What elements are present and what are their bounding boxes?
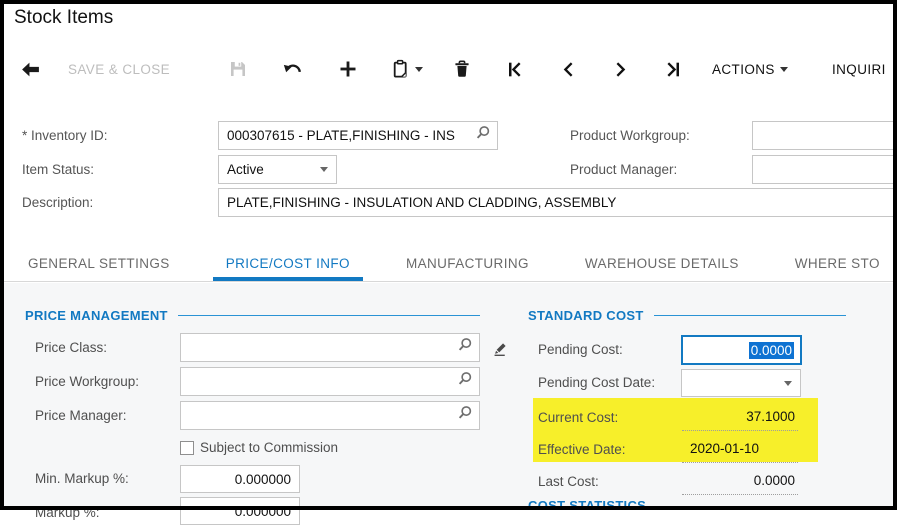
subject-to-commission-label: Subject to Commission — [200, 440, 339, 455]
product-manager-input[interactable] — [753, 156, 896, 183]
next-record-button[interactable] — [610, 48, 631, 90]
chevron-left-icon — [558, 59, 579, 80]
price-manager-field[interactable] — [180, 401, 480, 430]
magnifier-icon[interactable] — [456, 370, 474, 393]
pending-cost-field[interactable]: 0.0000 — [681, 335, 802, 365]
tab-warehouse-details[interactable]: WAREHOUSE DETAILS — [584, 255, 739, 271]
product-manager-field[interactable] — [752, 155, 897, 184]
product-workgroup-input[interactable] — [753, 122, 896, 149]
trash-icon — [452, 59, 472, 79]
inventory-id-label: * Inventory ID: — [22, 128, 108, 143]
item-status-value: Active — [227, 162, 264, 177]
pending-cost-label: Pending Cost: — [538, 342, 623, 357]
caret-down-icon — [779, 66, 788, 72]
markup-input[interactable] — [181, 498, 299, 524]
price-workgroup-input[interactable] — [181, 368, 456, 395]
magnifier-icon[interactable] — [456, 336, 474, 359]
tab-bar: GENERAL SETTINGS PRICE/COST INFO MANUFAC… — [0, 245, 897, 282]
standard-cost-title: STANDARD COST — [528, 308, 644, 323]
item-status-dropdown[interactable]: Active — [218, 155, 337, 184]
pending-cost-date-dropdown[interactable] — [681, 369, 801, 397]
description-label: Description: — [22, 195, 94, 210]
price-workgroup-label: Price Workgroup: — [35, 374, 140, 389]
pending-cost-value: 0.0000 — [748, 341, 794, 359]
back-arrow-icon — [20, 59, 41, 80]
clipboard-icon — [390, 59, 410, 79]
product-workgroup-label: Product Workgroup: — [570, 128, 690, 143]
inquiries-menu-button[interactable]: INQUIRI — [832, 48, 886, 90]
save-button[interactable] — [228, 48, 248, 90]
price-class-input[interactable] — [181, 334, 456, 361]
markup-label: Markup %: — [35, 505, 100, 520]
product-workgroup-field[interactable] — [752, 121, 897, 150]
effective-date-value: 2020-01-10 — [682, 434, 798, 463]
price-management-title: PRICE MANAGEMENT — [25, 308, 168, 323]
actions-menu-button[interactable]: ACTIONS — [712, 48, 788, 90]
actions-label: ACTIONS — [712, 61, 775, 77]
caret-down-icon — [320, 167, 328, 172]
pending-cost-date-label: Pending Cost Date: — [538, 375, 656, 390]
last-cost-label: Last Cost: — [538, 474, 599, 489]
price-management-section-header: PRICE MANAGEMENT — [25, 308, 480, 323]
chevron-right-icon — [610, 59, 631, 80]
tab-manufacturing[interactable]: MANUFACTURING — [405, 255, 529, 271]
last-record-icon — [662, 59, 683, 80]
inventory-id-field[interactable] — [218, 121, 498, 150]
min-markup-field[interactable] — [180, 465, 300, 493]
plus-icon — [338, 59, 358, 79]
back-button[interactable] — [20, 48, 41, 90]
section-rule — [653, 315, 846, 316]
price-manager-label: Price Manager: — [35, 408, 127, 423]
inventory-id-input[interactable] — [219, 122, 474, 149]
subject-to-commission-row: Subject to Commission — [180, 440, 338, 455]
magnifier-icon[interactable] — [474, 124, 492, 147]
subject-to-commission-checkbox[interactable] — [180, 440, 194, 455]
caret-down-icon — [415, 66, 423, 72]
standard-cost-section-header: STANDARD COST — [528, 308, 846, 323]
save-and-close-button[interactable]: SAVE & CLOSE — [68, 48, 170, 90]
current-cost-value: 37.1000 — [682, 402, 798, 431]
min-markup-label: Min. Markup %: — [35, 471, 129, 486]
first-record-button[interactable] — [505, 48, 526, 90]
clipboard-menu-button[interactable] — [390, 48, 423, 90]
min-markup-input[interactable] — [181, 466, 299, 492]
last-cost-value: 0.0000 — [682, 466, 798, 495]
item-status-label: Item Status: — [22, 162, 95, 177]
tab-price-cost-info[interactable]: PRICE/COST INFO — [212, 245, 363, 281]
price-manager-input[interactable] — [181, 402, 456, 429]
edit-pencil-icon[interactable] — [492, 340, 509, 362]
main-toolbar: SAVE & CLOSE — [0, 48, 897, 90]
add-new-button[interactable] — [338, 48, 358, 90]
price-class-field[interactable] — [180, 333, 480, 362]
price-class-label: Price Class: — [35, 340, 108, 355]
description-input[interactable] — [219, 189, 896, 216]
delete-button[interactable] — [452, 48, 472, 90]
floppy-disk-icon — [228, 59, 248, 79]
description-field[interactable] — [218, 188, 897, 217]
price-workgroup-field[interactable] — [180, 367, 480, 396]
inquiries-label: INQUIRI — [832, 61, 886, 77]
magnifier-icon[interactable] — [456, 404, 474, 427]
effective-date-label: Effective Date: — [538, 442, 626, 457]
undo-icon — [283, 59, 304, 80]
tab-where-stocked[interactable]: WHERE STO — [794, 255, 880, 271]
save-and-close-label: SAVE & CLOSE — [68, 61, 171, 77]
page-title: Stock Items — [14, 7, 114, 28]
first-record-icon — [505, 59, 526, 80]
current-cost-label: Current Cost: — [538, 410, 619, 425]
product-manager-label: Product Manager: — [570, 162, 678, 177]
markup-field[interactable] — [180, 497, 300, 525]
prev-record-button[interactable] — [558, 48, 579, 90]
cost-statistics-title: COST STATISTICS — [528, 498, 647, 513]
undo-button[interactable] — [283, 48, 304, 90]
cost-statistics-section-header: COST STATISTICS — [528, 498, 846, 513]
section-rule — [177, 315, 480, 316]
tab-general-settings[interactable]: GENERAL SETTINGS — [28, 255, 170, 271]
last-record-button[interactable] — [662, 48, 683, 90]
caret-down-icon — [784, 380, 792, 386]
